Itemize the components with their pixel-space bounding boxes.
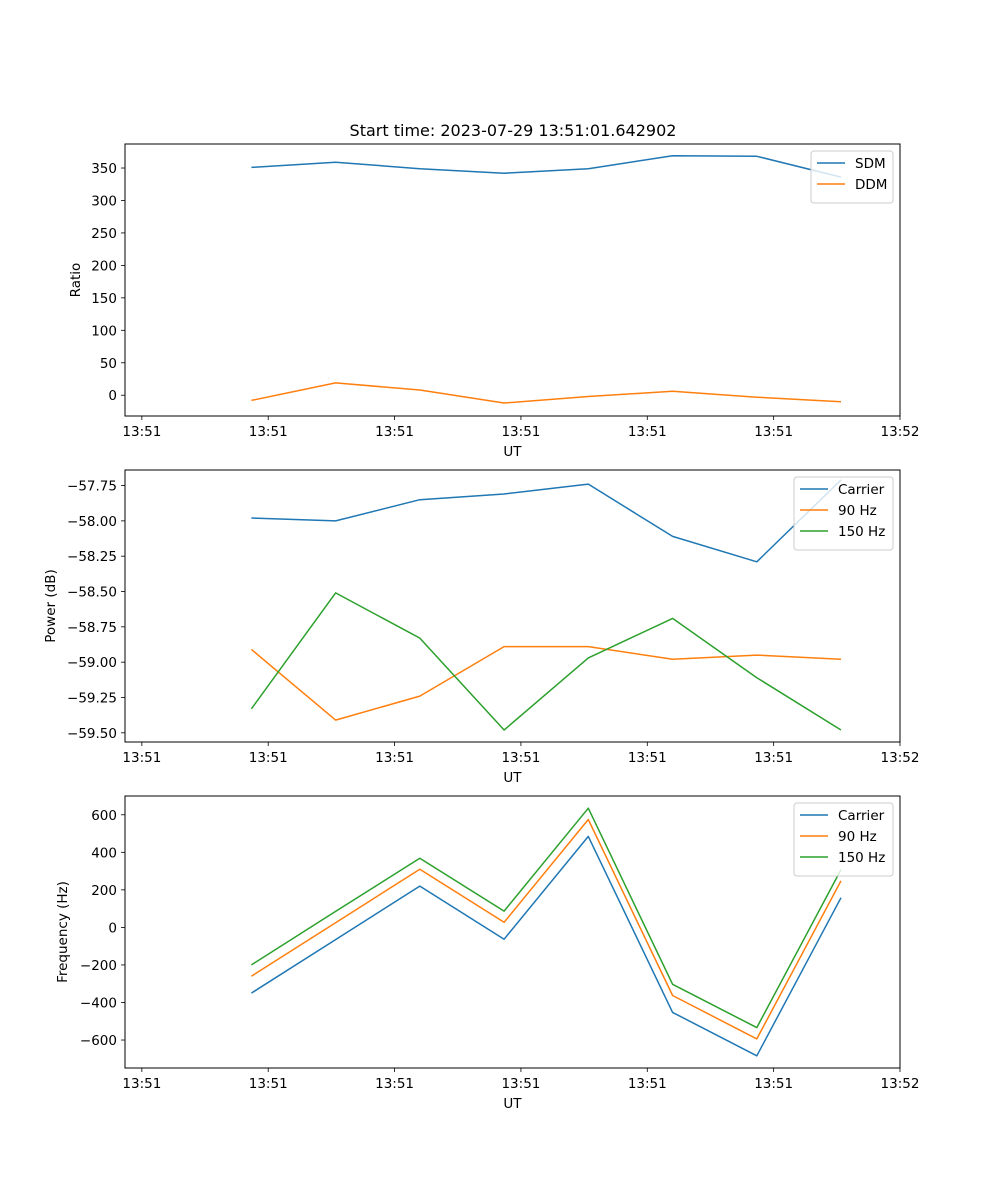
frequency-axes-frame	[124, 795, 901, 1069]
frequency-panel: 13:51 13:51 13:51 13:51 13:51 13:51 13:52 −600 −…	[55, 795, 920, 1112]
power-y-tick-label: −58.50	[67, 585, 117, 601]
power-legend-label-90-hz: 90 Hz	[838, 503, 877, 519]
frequency-y-tick-label: −600	[80, 1033, 117, 1049]
power-y-tick-label: −58.75	[67, 620, 117, 636]
frequency-series-line-150-hz	[250, 807, 842, 1029]
ratio-axes-frame	[124, 143, 901, 417]
power-panel: 13:51 13:51 13:51 13:51 13:51 13:51 13:52 −59.5…	[43, 469, 920, 786]
power-y-tick-label: −59.00	[67, 655, 117, 671]
ratio-x-axis-label: UT	[503, 444, 522, 460]
power-x-tick-label: 13:51	[375, 750, 414, 766]
ratio-series-line-sdm	[251, 154, 842, 178]
ratio-y-tick-label: 150	[91, 291, 117, 307]
power-x-tick-label: 13:51	[249, 750, 288, 766]
power-y-tick-label: −59.25	[67, 690, 117, 706]
figure-title: Start time: 2023-07-29 13:51:01.642902	[350, 121, 677, 140]
ratio-legend	[810, 150, 894, 204]
ratio-legend-label-ddm: DDM	[855, 177, 887, 193]
ratio-x-tick-label: 13:52	[881, 424, 920, 440]
frequency-y-tick-label: 600	[91, 808, 117, 824]
power-series-line-150-hz	[250, 592, 842, 731]
ratio-y-tick-label: 200	[91, 258, 117, 274]
ratio-legend-label-sdm: SDM	[855, 156, 886, 172]
frequency-series-line-carrier	[250, 835, 842, 1057]
ratio-x-tick-label: 13:51	[122, 424, 161, 440]
power-plot-area	[125, 470, 900, 742]
frequency-plot-area	[125, 796, 900, 1068]
frequency-y-tick-label: 400	[91, 845, 117, 861]
ratio-y-tick-label: 350	[91, 161, 117, 177]
frequency-x-tick-label: 13:52	[881, 1076, 920, 1092]
frequency-y-tick-label: −200	[80, 958, 117, 974]
power-series-line-90-hz	[250, 645, 842, 721]
ratio-x-tick-label: 13:51	[375, 424, 414, 440]
power-y-tick-label: −59.50	[67, 726, 117, 742]
ratio-plot-area	[125, 144, 900, 416]
ratio-y-tick-label: 250	[91, 226, 117, 242]
power-y-tick-label: −58.25	[67, 549, 117, 565]
ratio-x-tick-label: 13:51	[628, 424, 667, 440]
frequency-y-tick-label: 200	[91, 883, 117, 899]
ratio-y-tick-label: 50	[100, 356, 117, 372]
frequency-legend-label-carrier: Carrier	[838, 808, 885, 824]
frequency-legend-label-90-hz: 90 Hz	[838, 829, 877, 845]
power-y-tick-label: −58.00	[67, 514, 117, 530]
frequency-y-tick-label: 0	[108, 920, 117, 936]
frequency-x-tick-label: 13:51	[122, 1076, 161, 1092]
frequency-legend-label-150-hz: 150 Hz	[838, 850, 885, 866]
frequency-series-line-90-hz	[250, 818, 842, 1040]
frequency-x-tick-label: 13:51	[754, 1076, 793, 1092]
power-y-tick-label: −57.75	[67, 479, 117, 495]
power-legend-label-carrier: Carrier	[838, 482, 885, 498]
power-x-tick-label: 13:51	[628, 750, 667, 766]
ratio-x-tick-label: 13:51	[754, 424, 793, 440]
power-x-tick-label: 13:51	[501, 750, 540, 766]
frequency-x-tick-label: 13:51	[501, 1076, 540, 1092]
power-x-axis-label: UT	[503, 770, 522, 786]
power-axes-frame	[124, 469, 901, 743]
frequency-x-axis-label: UT	[503, 1096, 522, 1112]
frequency-x-tick-label: 13:51	[628, 1076, 667, 1092]
frequency-x-tick-label: 13:51	[375, 1076, 414, 1092]
ratio-y-tick-label: 300	[91, 193, 117, 209]
power-y-axis-label: Power (dB)	[43, 569, 59, 642]
ratio-x-tick-label: 13:51	[249, 424, 288, 440]
frequency-y-tick-label: −400	[80, 995, 117, 1011]
frequency-x-tick-label: 13:51	[249, 1076, 288, 1092]
ratio-series-line-ddm	[251, 382, 842, 404]
frequency-y-axis-label: Frequency (Hz)	[55, 881, 71, 983]
ratio-panel: 13:51 13:51 13:51 13:51 13:51 13:51 13:52 0 50 10…	[68, 143, 920, 460]
ratio-x-tick-label: 13:51	[501, 424, 540, 440]
power-legend-label-150-hz: 150 Hz	[838, 524, 885, 540]
power-x-tick-label: 13:51	[122, 750, 161, 766]
ratio-y-tick-label: 0	[108, 388, 117, 404]
power-series-line-carrier	[251, 479, 842, 563]
power-x-tick-label: 13:52	[881, 750, 920, 766]
power-x-tick-label: 13:51	[754, 750, 793, 766]
ratio-y-tick-label: 100	[91, 323, 117, 339]
ratio-y-axis-label: Ratio	[68, 263, 84, 298]
